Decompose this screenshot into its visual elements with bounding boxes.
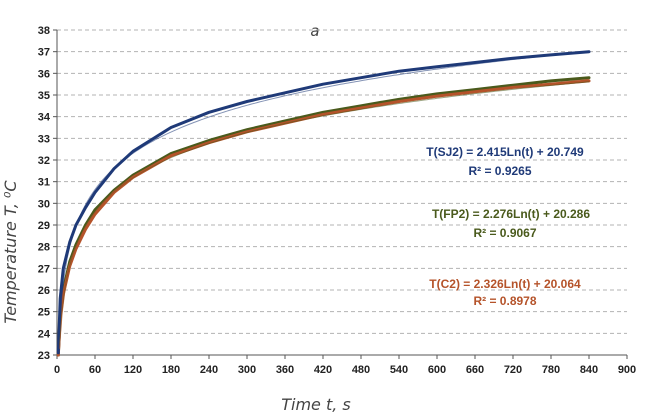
- x-tick-label: 840: [580, 364, 598, 376]
- y-tick-label: 38: [38, 25, 50, 37]
- x-tick-label: 120: [124, 364, 142, 376]
- y-tick-label: 26: [38, 285, 50, 297]
- x-tick-label: 480: [352, 364, 370, 376]
- y-tick-label: 31: [38, 177, 50, 189]
- x-tick-label: 240: [200, 364, 218, 376]
- panel-label: a: [310, 22, 319, 40]
- x-tick-label: 420: [314, 364, 332, 376]
- r2-sj2: R² = 0.9265: [468, 164, 531, 178]
- y-tick-label: 34: [38, 112, 51, 124]
- x-tick-label: 300: [238, 364, 256, 376]
- trendline-c2: [59, 78, 590, 349]
- x-tick-label: 600: [428, 364, 446, 376]
- x-tick-label: 780: [542, 364, 560, 376]
- y-tick-label: 30: [38, 198, 50, 210]
- r2-c2: R² = 0.8978: [473, 294, 536, 308]
- y-tick-label: 35: [38, 90, 50, 102]
- x-tick-label: 0: [54, 364, 60, 376]
- x-tick-label: 540: [390, 364, 408, 376]
- series-line-sj2: [56, 50, 591, 355]
- y-tick-label: 33: [38, 133, 50, 145]
- x-axis-title: Time t, s: [281, 395, 351, 414]
- y-tick-label: 27: [38, 263, 50, 275]
- y-tick-label: 28: [38, 242, 50, 254]
- y-tick-label: 36: [38, 68, 50, 80]
- equation-c2: T(C2) = 2.326Ln(t) + 20.064: [429, 277, 581, 291]
- x-tick-label: 720: [504, 364, 522, 376]
- y-tick-label: 24: [38, 328, 51, 340]
- x-tick-label: 180: [162, 364, 180, 376]
- x-tick-label: 360: [276, 364, 294, 376]
- y-tick-label: 32: [38, 155, 50, 167]
- equation-sj2: T(SJ2) = 2.415Ln(t) + 20.749: [426, 145, 584, 159]
- trendline-sj2: [59, 50, 590, 332]
- x-tick-label: 900: [618, 364, 636, 376]
- x-tick-label: 660: [466, 364, 484, 376]
- y-tick-label: 37: [38, 47, 50, 59]
- y-tick-label: 25: [38, 307, 50, 319]
- tick-labels: 23 24 25 26 27 28 29 30 31 32 33 34 35 36 37 38 0 60 120 18…: [38, 25, 636, 376]
- r2-fp2: R² = 0.9067: [473, 226, 536, 240]
- y-tick-label: 29: [38, 220, 50, 232]
- y-axis-title: Temperature T, ⁰C: [1, 180, 20, 324]
- y-tick-label: 23: [38, 350, 50, 362]
- series-lines: [56, 50, 591, 357]
- x-tick-label: 60: [89, 364, 101, 376]
- equation-fp2: T(FP2) = 2.276Ln(t) + 20.286: [432, 207, 590, 221]
- axes: [53, 29, 628, 359]
